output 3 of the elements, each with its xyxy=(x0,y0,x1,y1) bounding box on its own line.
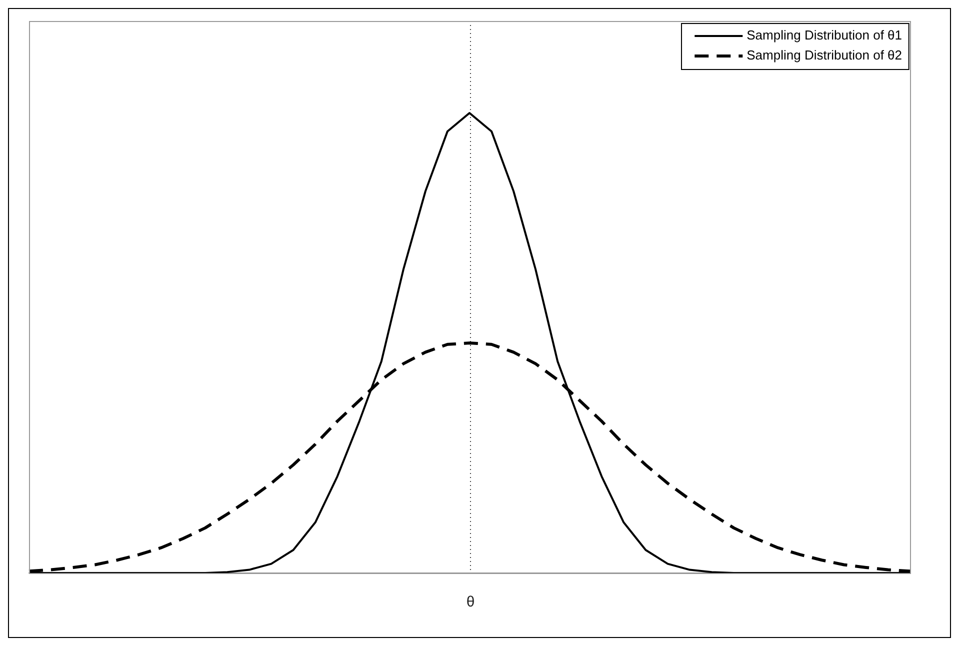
legend-label: Sampling Distribution of θ1 xyxy=(746,28,902,43)
text: θ xyxy=(466,594,475,611)
legend-label: Sampling Distribution of θ2 xyxy=(746,48,902,63)
